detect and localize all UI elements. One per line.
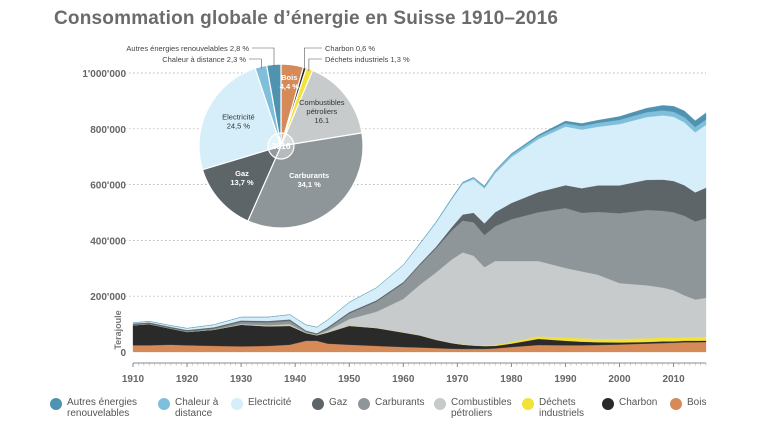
legend-item-combustibles: Combustibles pétroliers (434, 397, 512, 419)
pie-callout-dechets: Déchets industriels 1,3 % (325, 55, 410, 64)
x-tick-label-1970: 1970 (446, 374, 469, 385)
y-axis-label: Terajoule (113, 310, 123, 349)
y-tick-label-1000000: 1'000'000 (82, 69, 126, 80)
pie-slice-gaz (201, 145, 283, 222)
y-tick-label-200000: 200'000 (90, 292, 126, 303)
pie-callout-autres: Autres énergies renouvelables 2,8 % (126, 44, 249, 53)
legend-label-chaleur: Chaleur à distance (175, 397, 219, 419)
axes: 200'000 400'000 600'000 800'000 1'000'000 0Te… (82, 69, 707, 385)
legend-label-electricite: Electricité (248, 397, 292, 408)
legend-item-charbon: Charbon (602, 397, 657, 410)
x-tick-label-1930: 1930 (230, 374, 253, 385)
x-tick-label-1960: 1960 (392, 374, 415, 385)
pie-leader-chaleur (249, 58, 262, 69)
x-tick-label-2010: 2010 (662, 374, 685, 385)
pie-chart: 2016 Bois 4,4 % Combustibles pétroliers 16.1 C… (126, 44, 410, 229)
area-autres (132, 105, 707, 329)
x-tick-label-1990: 1990 (554, 374, 577, 385)
pie-slice-electricite (198, 67, 282, 171)
legend-label-combustibles: Combustibles pétroliers (451, 397, 512, 419)
legend-item-bois: Bois (670, 397, 706, 410)
legend-item-electricite: Electricité (231, 397, 291, 410)
pie-leader-charbon (303, 47, 322, 70)
y-tick-label-0: 0 (120, 348, 126, 359)
legend-label-gaz: Gaz (329, 397, 348, 408)
legend: Autres énergies renouvelables Chaleur à dis… (50, 397, 770, 425)
legend-label-bois: Bois (687, 397, 707, 408)
y-tick-label-800000: 800'000 (90, 125, 126, 136)
pie-callout-chaleur: Chaleur à distance 2,3 % (162, 55, 246, 64)
x-tick-label-1980: 1980 (500, 374, 523, 385)
x-tick-label-1940: 1940 (284, 374, 307, 385)
legend-item-dechets: Déchets industriels (522, 397, 584, 419)
legend-swatch-combustibles (434, 398, 446, 410)
chart-title: Consommation globale d’énergie en Suisse… (54, 8, 559, 29)
pie-label-combustibles: Combustibles pétroliers 16.1 (299, 98, 345, 125)
legend-swatch-autres (50, 398, 62, 410)
legend-item-autres: Autres énergies renouvelables (50, 397, 137, 419)
pie-label-gaz: Gaz 13,7 % (230, 169, 254, 187)
legend-swatch-gaz (312, 398, 324, 410)
legend-swatch-charbon (602, 398, 614, 410)
legend-swatch-chaleur (158, 398, 170, 410)
y-tick-label-400000: 400'000 (90, 236, 126, 247)
legend-item-chaleur: Chaleur à distance (158, 397, 218, 419)
x-tick-label-1950: 1950 (338, 374, 361, 385)
legend-label-autres: Autres énergies renouvelables (67, 397, 138, 419)
legend-swatch-dechets (522, 398, 534, 410)
y-tick-label-600000: 600'000 (90, 181, 126, 192)
x-tick-label-2000: 2000 (608, 374, 631, 385)
pie-leader-autres (252, 47, 275, 67)
legend-label-dechets: Déchets industriels (539, 397, 585, 419)
legend-item-gaz: Gaz (312, 397, 347, 410)
legend-swatch-bois (670, 398, 682, 410)
pie-leader-dechets (308, 58, 322, 71)
pie-slice-combustibles (280, 69, 363, 147)
pie-callout-charbon: Charbon 0,6 % (325, 44, 375, 53)
legend-swatch-electricite (231, 398, 243, 410)
pie-label-electricite: Electricité 24,5 % (222, 112, 255, 130)
legend-swatch-carburants (358, 398, 370, 410)
x-tick-label-1920: 1920 (176, 374, 199, 385)
legend-label-charbon: Charbon (619, 397, 658, 408)
stacked-areas (132, 105, 707, 353)
pie-label-bois: Bois 4,4 % (280, 73, 300, 91)
pie-label-carburants: Carburants 34,1 % (289, 171, 329, 189)
pie-center-label: 2016 (272, 141, 291, 151)
legend-label-carburants: Carburants (375, 397, 425, 408)
legend-item-carburants: Carburants (358, 397, 424, 410)
energy-chart: 200'000 400'000 600'000 800'000 1'000'000 0Te… (82, 44, 707, 385)
pie-center (267, 132, 295, 160)
x-tick-label-1910: 1910 (122, 374, 145, 385)
